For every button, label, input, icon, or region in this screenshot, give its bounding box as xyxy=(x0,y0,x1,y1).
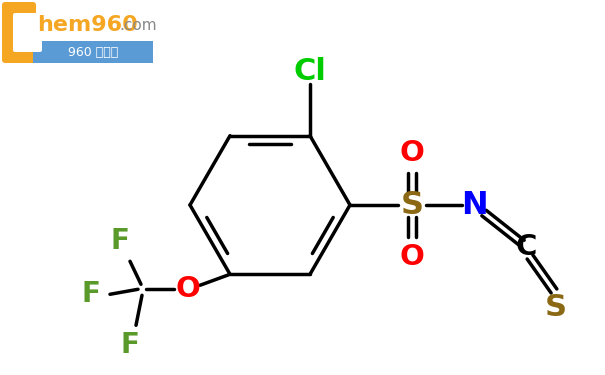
Text: .com: .com xyxy=(119,18,157,33)
Text: hem960: hem960 xyxy=(37,15,138,35)
Text: F: F xyxy=(111,227,129,255)
Text: Cl: Cl xyxy=(293,57,327,86)
FancyBboxPatch shape xyxy=(33,41,153,63)
Text: S: S xyxy=(401,189,424,220)
Text: F: F xyxy=(82,280,100,308)
Text: O: O xyxy=(399,243,425,271)
FancyBboxPatch shape xyxy=(13,13,42,52)
Text: O: O xyxy=(399,139,425,167)
Text: O: O xyxy=(175,275,200,303)
Text: N: N xyxy=(460,189,488,220)
Text: C: C xyxy=(515,233,537,261)
FancyBboxPatch shape xyxy=(2,2,36,63)
Text: 960 化工网: 960 化工网 xyxy=(68,45,118,58)
Text: F: F xyxy=(120,331,139,359)
Text: S: S xyxy=(545,292,567,321)
